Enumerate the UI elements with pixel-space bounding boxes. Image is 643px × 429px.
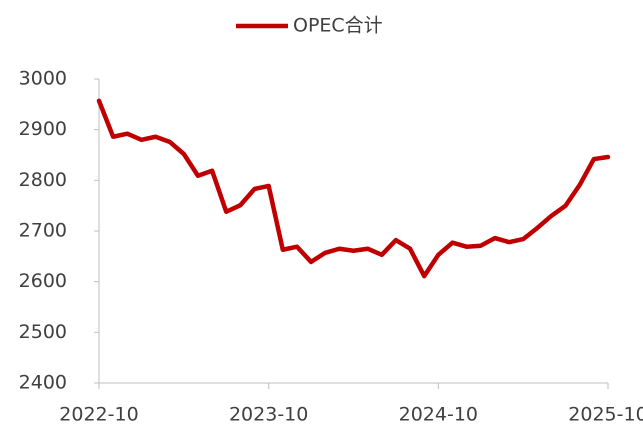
x-tick-label: 2023-10 <box>229 404 308 426</box>
x-tick-label: 2024-10 <box>399 404 478 426</box>
y-tick-label: 2700 <box>19 220 67 242</box>
y-tick-label: 2600 <box>19 270 67 292</box>
y-tick-label: 2500 <box>19 321 67 343</box>
line-series <box>96 98 611 279</box>
y-tick-label: 2400 <box>19 372 67 394</box>
y-tick-label: 3000 <box>19 68 67 90</box>
y-tick-label: 2800 <box>19 169 67 191</box>
x-tick-label: 2025-10 <box>568 404 643 426</box>
x-tick-label: 2022-10 <box>59 404 138 426</box>
legend-label: OPEC合计 <box>293 15 383 37</box>
y-tick-label: 2900 <box>19 118 67 140</box>
